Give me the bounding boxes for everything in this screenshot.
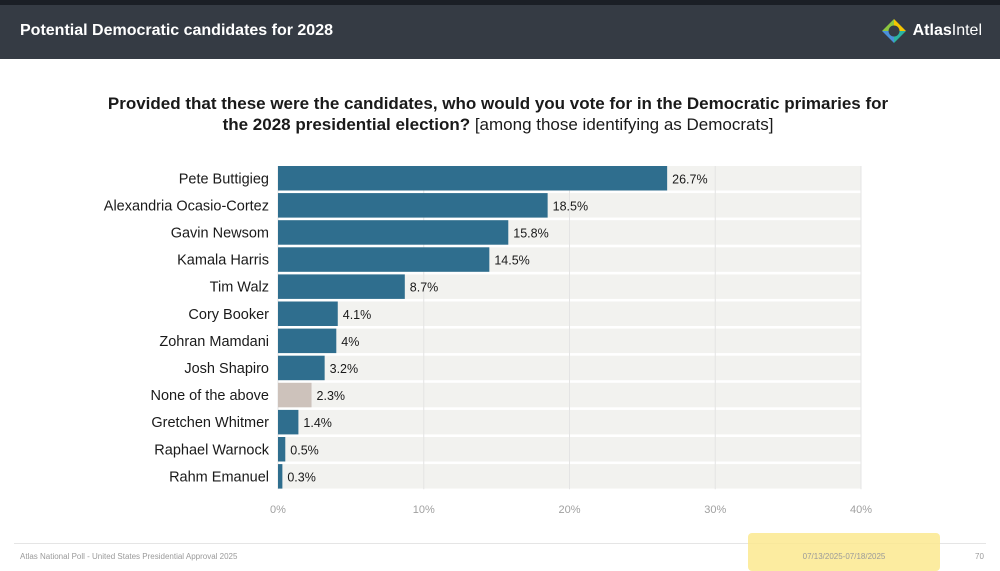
question-regular-text: [among those identifying as Democrats] [470, 115, 774, 134]
bar [278, 220, 509, 245]
bar [278, 355, 325, 381]
footer-divider [14, 543, 986, 544]
value-label: 1.4% [303, 416, 332, 430]
value-label: 3.2% [330, 362, 359, 376]
x-tick-label: 30% [704, 504, 726, 516]
page-title: Potential Democratic candidates for 2028 [20, 22, 333, 39]
top-border [0, 0, 1000, 5]
category-label: None of the above [150, 388, 269, 404]
x-tick-label: 10% [413, 504, 435, 516]
category-label: Rahm Emanuel [169, 469, 269, 485]
bar [278, 247, 490, 272]
category-label: Kamala Harris [177, 253, 269, 269]
category-label: Raphael Warnock [154, 442, 269, 458]
category-label: Pete Buttigieg [179, 171, 269, 187]
category-label: Tim Walz [210, 280, 269, 296]
x-tick-label: 40% [850, 504, 872, 516]
value-label: 18.5% [553, 199, 588, 213]
atlasintel-logo: AtlasIntel [881, 18, 982, 44]
bar [278, 437, 286, 462]
value-label: 15.8% [513, 226, 548, 240]
bar [278, 328, 337, 354]
bar [278, 382, 312, 408]
category-label: Gretchen Whitmer [151, 415, 269, 431]
value-label: 4.1% [343, 308, 372, 322]
x-tick-label: 0% [270, 504, 286, 516]
bar [278, 409, 299, 435]
footer-dates: 07/13/2025-07/18/2025 [802, 552, 886, 561]
category-label: Josh Shapiro [184, 361, 269, 377]
value-label: 0.3% [287, 470, 316, 484]
atlasintel-logo-icon [881, 19, 906, 43]
logo-text: AtlasIntel [912, 22, 982, 39]
bar [278, 274, 405, 299]
header-bar: Potential Democratic candidates for 2028… [0, 5, 1000, 59]
value-label: 14.5% [494, 254, 529, 268]
bar [278, 464, 283, 489]
value-label: 8.7% [410, 281, 439, 295]
chart-question: Provided that these were the candidates,… [100, 93, 896, 135]
question-bold-text: Provided that these were the candidates,… [107, 94, 889, 134]
bar [278, 166, 668, 191]
bar [278, 193, 548, 218]
footer-source: Atlas National Poll - United States Pres… [20, 552, 238, 561]
value-label: 2.3% [317, 389, 346, 403]
category-label: Gavin Newsom [171, 225, 269, 241]
page-number: 70 [975, 552, 984, 561]
x-tick-label: 20% [558, 504, 580, 516]
date-highlight [748, 533, 940, 571]
category-label: Alexandria Ocasio-Cortez [104, 198, 269, 214]
bar [278, 301, 338, 326]
value-label: 4% [341, 335, 359, 349]
category-label: Cory Booker [188, 307, 269, 323]
category-label: Zohran Mamdani [159, 334, 269, 350]
value-label: 0.5% [290, 443, 319, 457]
value-label: 26.7% [672, 172, 707, 186]
